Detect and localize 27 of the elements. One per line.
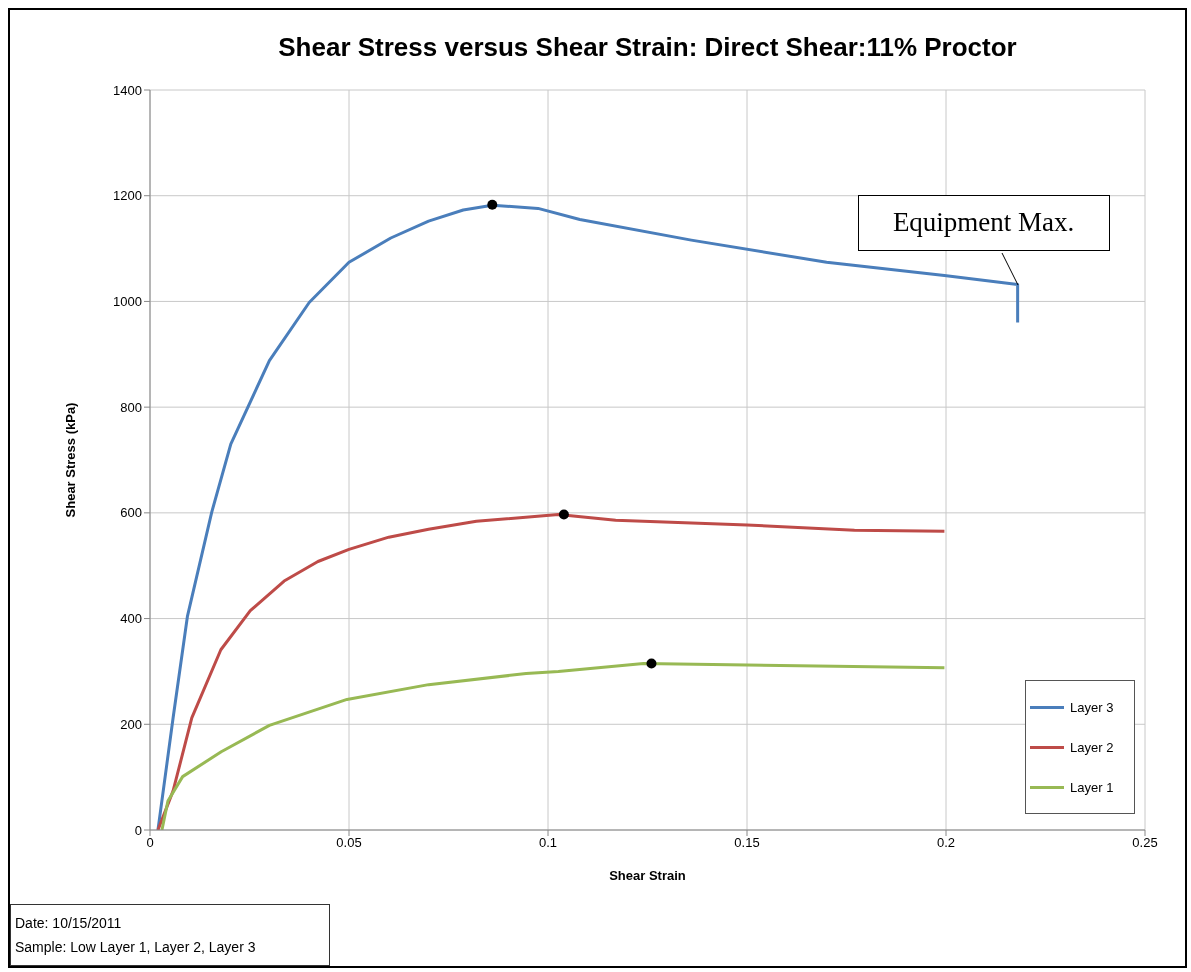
annotation: Equipment Max.	[857, 194, 1110, 251]
legend-label: Layer 2	[1070, 739, 1114, 755]
y-tick-label: 800	[120, 399, 142, 415]
y-tick-label: 1200	[113, 188, 142, 204]
x-tick-label: 0.05	[336, 835, 362, 851]
chart-title: Shear Stress versus Shear Strain: Direct Shear:11% Proctor	[277, 32, 1018, 63]
y-tick-label: 400	[120, 611, 142, 627]
y-tick-label: 600	[120, 505, 142, 521]
legend-label: Layer 1	[1070, 779, 1114, 795]
point	[487, 199, 498, 210]
x-tick-label: 0.2	[936, 835, 956, 851]
x-axis-title: Shear Strain	[609, 868, 686, 883]
y-tick-label: 1000	[113, 294, 142, 310]
y-tick-label: 0	[134, 822, 142, 838]
x-tick-label: 0.25	[1132, 835, 1158, 851]
point	[558, 509, 569, 520]
point	[646, 658, 657, 669]
legend-label: Layer 3	[1070, 699, 1114, 715]
y-tick-label: 200	[120, 716, 142, 732]
x-tick-label: 0.15	[734, 835, 760, 851]
y-tick-label: 1400	[113, 82, 142, 98]
text: Date: 10/15/2011	[15, 914, 123, 933]
x-tick-label: 0	[146, 835, 154, 851]
x-tick-label: 0.1	[538, 835, 558, 851]
line-series	[160, 662, 946, 830]
y-axis-title: Shear Stress (kPa)	[62, 402, 78, 518]
text: Sample: Low Layer 1, Layer 2, Layer 3	[15, 938, 257, 957]
